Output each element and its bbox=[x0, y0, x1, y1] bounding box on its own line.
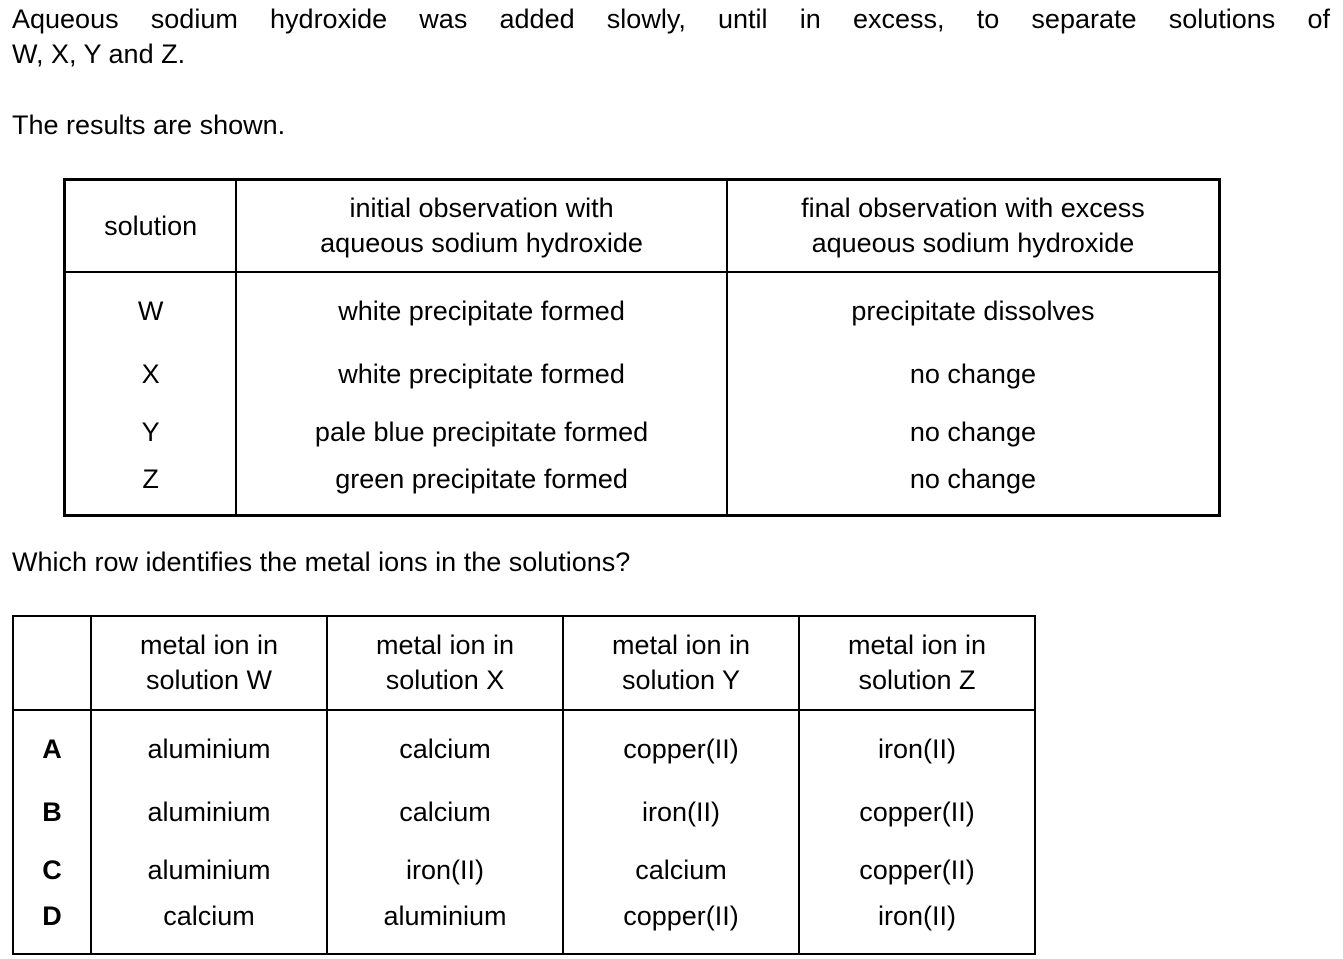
initial-observation-cell: green precipitate formed bbox=[235, 461, 728, 516]
answer-option-row: C aluminium iron(II) calcium copper(II) bbox=[12, 841, 1036, 899]
initial-observation-cell: pale blue precipitate formed bbox=[235, 403, 728, 461]
option-key: C bbox=[12, 841, 92, 899]
ion-x-cell: iron(II) bbox=[326, 841, 564, 899]
observations-header-row: solution initial observation with aqueous… bbox=[63, 179, 1221, 273]
intro-line-1: Aqueous sodium hydroxide was added slowl… bbox=[12, 4, 1330, 34]
observations-table: solution initial observation with aqueous… bbox=[63, 178, 1221, 517]
question-intro: Aqueous sodium hydroxide was added slowl… bbox=[12, 2, 1330, 72]
header-ion-x: metal ion in solution X bbox=[326, 616, 564, 711]
answer-header-row: metal ion in solution W metal ion in solut… bbox=[12, 616, 1036, 711]
header-ion-z: metal ion in solution Z bbox=[798, 616, 1036, 711]
ion-w-cell: calcium bbox=[90, 899, 328, 954]
ion-y-cell: calcium bbox=[562, 841, 800, 899]
table-row: X white precipitate formed no change bbox=[63, 345, 1221, 403]
table-row: Z green precipitate formed no change bbox=[63, 461, 1221, 516]
answer-option-row: B aluminium calcium iron(II) copper(II) bbox=[12, 783, 1036, 841]
final-observation-cell: no change bbox=[725, 461, 1221, 516]
option-key: A bbox=[12, 710, 92, 783]
ion-z-cell: copper(II) bbox=[798, 783, 1036, 841]
solution-cell: Y bbox=[63, 403, 238, 461]
ion-z-cell: iron(II) bbox=[798, 710, 1036, 783]
ion-w-cell: aluminium bbox=[90, 783, 328, 841]
final-observation-cell: no change bbox=[725, 345, 1221, 403]
solution-cell: W bbox=[63, 272, 238, 345]
ion-x-cell: aluminium bbox=[326, 899, 564, 954]
answer-options-table: metal ion in solution W metal ion in solut… bbox=[12, 615, 1036, 955]
ion-x-cell: calcium bbox=[326, 783, 564, 841]
ion-y-cell: copper(II) bbox=[562, 899, 800, 954]
header-final-observation: final observation with excess aqueous sod… bbox=[725, 179, 1221, 273]
question-text: Which row identifies the metal ions in t… bbox=[12, 547, 631, 577]
option-key: D bbox=[12, 899, 92, 954]
answer-option-row: D calcium aluminium copper(II) iron(II) bbox=[12, 899, 1036, 954]
solution-cell: Z bbox=[63, 461, 238, 516]
table-row: Y pale blue precipitate formed no change bbox=[63, 403, 1221, 461]
ion-y-cell: iron(II) bbox=[562, 783, 800, 841]
ion-z-cell: copper(II) bbox=[798, 841, 1036, 899]
ion-z-cell: iron(II) bbox=[798, 899, 1036, 954]
table-row: W white precipitate formed precipitate d… bbox=[63, 272, 1221, 345]
header-option-key bbox=[12, 616, 92, 711]
answer-option-row: A aluminium calcium copper(II) iron(II) bbox=[12, 710, 1036, 783]
header-initial-observation: initial observation with aqueous sodium h… bbox=[235, 179, 728, 273]
results-statement: The results are shown. bbox=[12, 110, 286, 140]
initial-observation-cell: white precipitate formed bbox=[235, 345, 728, 403]
final-observation-cell: precipitate dissolves bbox=[725, 272, 1221, 345]
ion-w-cell: aluminium bbox=[90, 710, 328, 783]
final-observation-cell: no change bbox=[725, 403, 1221, 461]
header-solution: solution bbox=[63, 179, 238, 273]
ion-x-cell: calcium bbox=[326, 710, 564, 783]
intro-line-2: W, X, Y and Z. bbox=[12, 39, 186, 69]
header-ion-w: metal ion in solution W bbox=[90, 616, 328, 711]
ion-w-cell: aluminium bbox=[90, 841, 328, 899]
initial-observation-cell: white precipitate formed bbox=[235, 272, 728, 345]
option-key: B bbox=[12, 783, 92, 841]
header-ion-y: metal ion in solution Y bbox=[562, 616, 800, 711]
solution-cell: X bbox=[63, 345, 238, 403]
ion-y-cell: copper(II) bbox=[562, 710, 800, 783]
